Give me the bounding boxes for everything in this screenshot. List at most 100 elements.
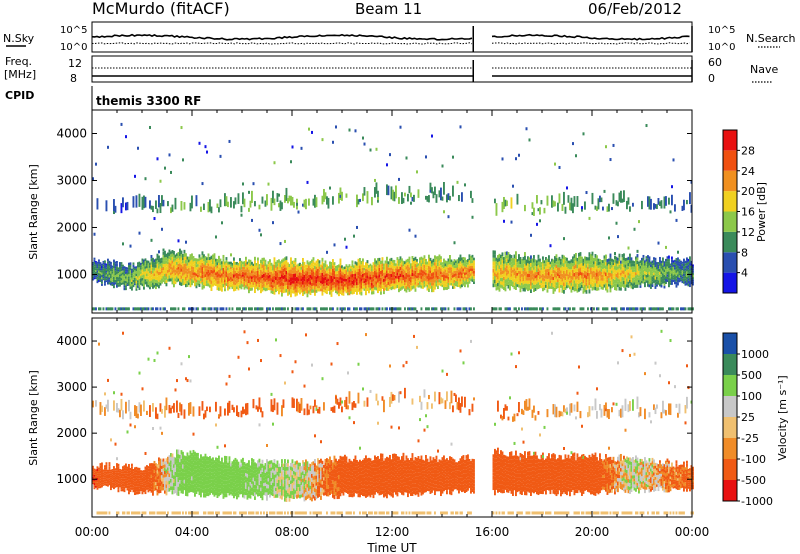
heatmap-cell <box>675 307 678 311</box>
heatmap-cell <box>101 268 103 271</box>
heatmap-cell <box>635 265 637 270</box>
heatmap-cell <box>386 260 388 264</box>
heatmap-cell <box>290 277 292 282</box>
heatmap-cell <box>266 269 268 273</box>
y-tick-label: 3000 <box>56 173 87 187</box>
heatmap-cell <box>176 264 178 268</box>
heatmap-cell <box>582 265 585 270</box>
heatmap-cell <box>468 280 471 284</box>
heatmap-cell <box>366 269 369 273</box>
heatmap-cell <box>624 284 627 288</box>
heatmap-cell <box>597 198 600 210</box>
heatmap-cell <box>284 257 286 261</box>
heatmap-cell <box>374 283 376 287</box>
heatmap-cell <box>104 260 106 263</box>
heatmap-cell <box>587 285 589 289</box>
heatmap-cell <box>209 284 211 288</box>
heatmap-cell <box>144 271 147 274</box>
heatmap-cell <box>158 275 160 279</box>
heatmap-cell <box>120 473 123 477</box>
heatmap-cell <box>590 267 592 271</box>
heatmap-cell <box>576 278 579 283</box>
heatmap-cell <box>674 276 676 280</box>
heatmap-cell <box>150 307 153 311</box>
heatmap-cell <box>458 260 460 264</box>
heatmap-cell <box>300 281 303 285</box>
heatmap-cell <box>123 465 126 468</box>
heatmap-cell <box>578 252 580 257</box>
heatmap-cell <box>159 202 162 214</box>
heatmap-cell <box>567 285 570 288</box>
heatmap-cell <box>302 257 304 262</box>
heatmap-cell <box>134 266 136 269</box>
heatmap-cell <box>231 262 234 266</box>
heatmap-cell <box>684 260 687 264</box>
heatmap-cell <box>435 256 438 260</box>
heatmap-cell <box>378 264 381 268</box>
heatmap-cell <box>114 279 117 283</box>
heatmap-cell <box>123 307 126 311</box>
heatmap-cell <box>606 279 609 283</box>
heatmap-cell <box>182 158 184 162</box>
heatmap-cell <box>531 261 534 265</box>
heatmap-cell <box>120 275 123 279</box>
heatmap-cell <box>434 286 436 290</box>
heatmap-cell <box>441 274 444 278</box>
heatmap-cell <box>95 474 97 477</box>
heatmap-cell <box>299 281 301 285</box>
heatmap-cell <box>207 263 210 267</box>
heatmap-cell <box>146 278 148 282</box>
heatmap-cell <box>168 278 171 282</box>
heatmap-cell <box>198 257 201 261</box>
heatmap-cell <box>618 272 621 276</box>
heatmap-cell <box>126 307 129 311</box>
heatmap-cell <box>531 282 534 286</box>
heatmap-cell <box>557 264 559 268</box>
heatmap-cell <box>537 282 540 286</box>
heatmap-cell <box>164 277 166 281</box>
heatmap-cell <box>641 257 643 261</box>
heatmap-cell <box>654 260 657 264</box>
heatmap-cell <box>257 283 259 288</box>
heatmap-cell <box>608 269 610 273</box>
heatmap-cell <box>620 190 622 203</box>
heatmap-cell <box>402 277 405 281</box>
heatmap-cell <box>120 469 123 472</box>
heatmap-cell <box>512 184 514 188</box>
heatmap-cell <box>674 272 676 275</box>
heatmap-cell <box>593 270 595 274</box>
heatmap-cell <box>389 307 391 311</box>
heatmap-cell <box>354 261 357 265</box>
heatmap-cell <box>92 262 94 264</box>
heatmap-cell <box>585 290 588 294</box>
heatmap-cell <box>104 270 106 274</box>
heatmap-cell <box>648 307 651 311</box>
heatmap-cell <box>221 285 223 289</box>
heatmap-cell <box>522 274 525 278</box>
heatmap-cell <box>504 263 507 268</box>
heatmap-cell <box>416 281 418 284</box>
heatmap-cell <box>552 259 555 263</box>
heatmap-cell <box>279 264 282 268</box>
heatmap-cell <box>519 281 522 286</box>
heatmap-cell <box>453 273 456 277</box>
heatmap-cell <box>353 282 355 286</box>
heatmap-cell <box>200 270 202 274</box>
heatmap-cell <box>185 240 187 244</box>
heatmap-cell <box>536 307 538 311</box>
heatmap-cell <box>101 511 103 515</box>
heatmap-cell <box>608 283 610 287</box>
heatmap-cell <box>530 277 532 282</box>
heatmap-cell <box>608 258 610 262</box>
heatmap-cell <box>165 263 168 267</box>
heatmap-cell <box>543 278 546 282</box>
heatmap-cell <box>269 307 271 311</box>
heatmap-cell <box>567 274 570 277</box>
heatmap-cell <box>543 287 546 291</box>
heatmap-cell <box>626 260 628 264</box>
heatmap-cell <box>155 261 157 265</box>
heatmap-cell <box>573 272 576 277</box>
heatmap-cell <box>605 279 607 284</box>
heatmap-cell <box>581 206 583 210</box>
heatmap-cell <box>563 266 565 271</box>
